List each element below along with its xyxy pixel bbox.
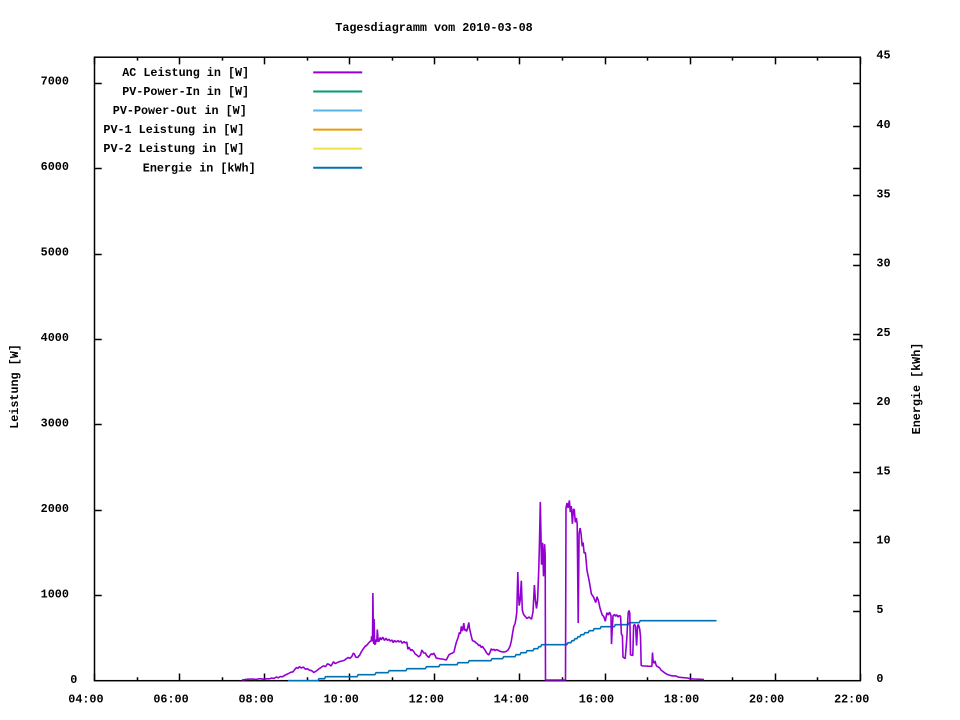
svg-text:10: 10 [876, 534, 890, 548]
svg-text:0: 0 [876, 672, 883, 686]
svg-text:Energie in [kWh]: Energie in [kWh] [143, 161, 256, 175]
svg-text:06:00: 06:00 [153, 692, 188, 706]
svg-text:08:00: 08:00 [238, 692, 273, 706]
svg-text:Energie [kWh]: Energie [kWh] [910, 343, 924, 435]
svg-text:1000: 1000 [41, 587, 69, 601]
svg-text:04:00: 04:00 [68, 692, 103, 706]
svg-text:3000: 3000 [41, 417, 69, 431]
svg-text:PV-1 Leistung in [W]: PV-1 Leistung in [W] [103, 123, 244, 137]
svg-text:6000: 6000 [41, 160, 69, 174]
svg-text:Leistung [W]: Leistung [W] [8, 344, 22, 429]
svg-text:14:00: 14:00 [494, 692, 529, 706]
svg-text:20: 20 [876, 395, 890, 409]
svg-text:2000: 2000 [41, 502, 69, 516]
svg-text:Tagesdiagramm vom 2010-03-08: Tagesdiagramm vom 2010-03-08 [335, 21, 532, 35]
svg-text:7000: 7000 [41, 75, 69, 89]
svg-text:35: 35 [876, 187, 890, 201]
svg-text:45: 45 [876, 49, 890, 63]
svg-text:4000: 4000 [41, 331, 69, 345]
svg-text:PV-2 Leistung in [W]: PV-2 Leistung in [W] [103, 142, 244, 156]
svg-text:25: 25 [876, 326, 890, 340]
svg-text:22:00: 22:00 [834, 692, 869, 706]
svg-text:40: 40 [876, 118, 890, 132]
svg-text:30: 30 [876, 257, 890, 271]
svg-text:20:00: 20:00 [749, 692, 784, 706]
svg-text:12:00: 12:00 [409, 692, 444, 706]
svg-text:10:00: 10:00 [324, 692, 359, 706]
svg-text:5000: 5000 [41, 246, 69, 260]
svg-text:PV-Power-Out in [W]: PV-Power-Out in [W] [113, 104, 247, 118]
svg-text:15: 15 [876, 464, 890, 478]
svg-text:AC Leistung in [W]: AC Leistung in [W] [122, 66, 249, 80]
svg-text:16:00: 16:00 [579, 692, 614, 706]
svg-text:18:00: 18:00 [664, 692, 699, 706]
svg-text:0: 0 [70, 673, 77, 687]
svg-text:PV-Power-In in [W]: PV-Power-In in [W] [122, 85, 249, 99]
svg-text:5: 5 [876, 603, 883, 617]
